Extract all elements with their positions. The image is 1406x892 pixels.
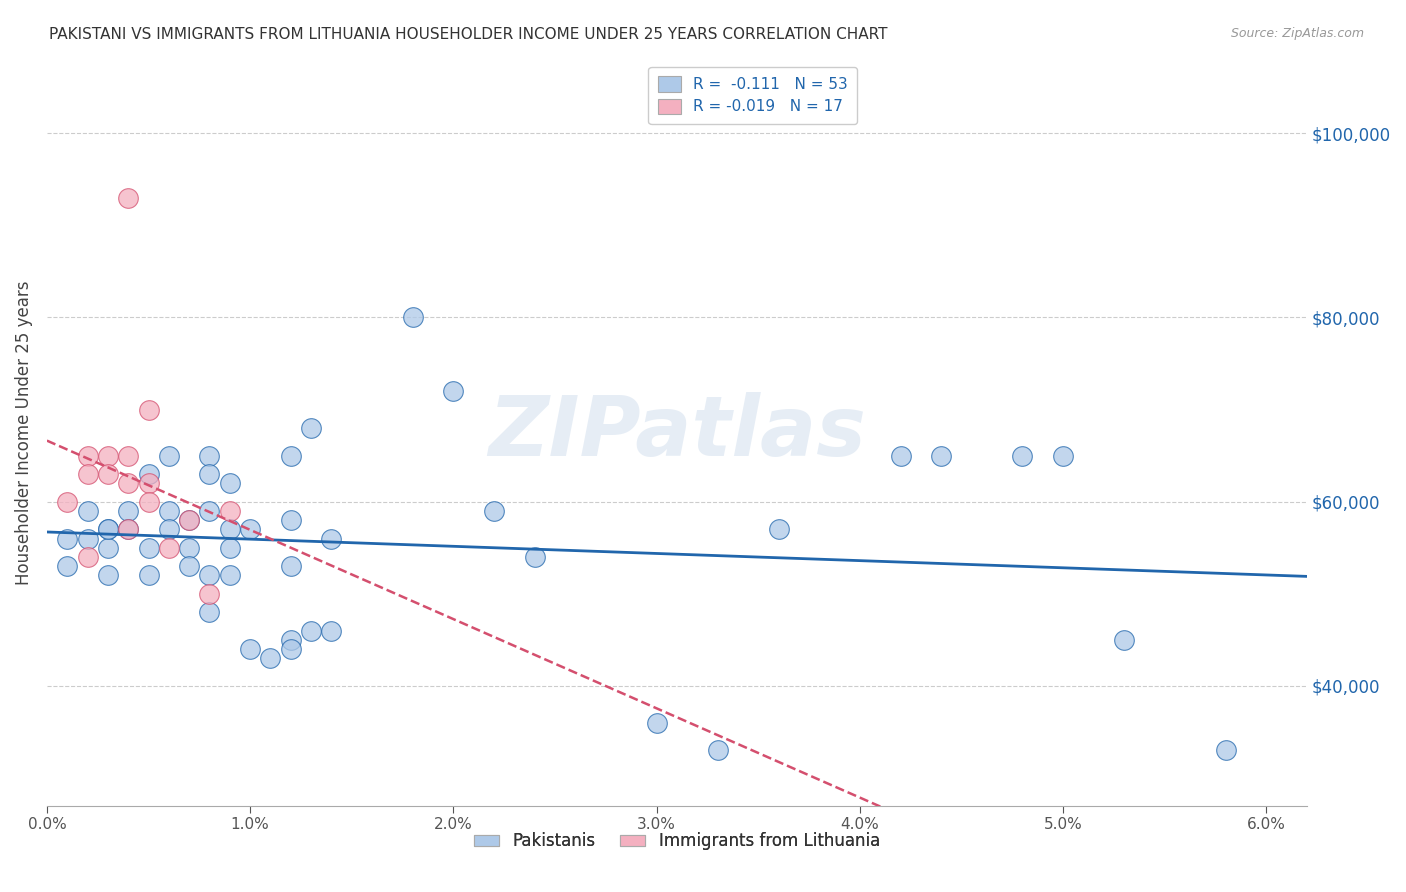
Text: Source: ZipAtlas.com: Source: ZipAtlas.com (1230, 27, 1364, 40)
Point (280, 559, 302, 574)
Point (402, 310, 425, 325)
Point (138, 541, 160, 555)
Point (97, 522, 120, 536)
Point (706, 743, 728, 757)
Text: ZIPatlas: ZIPatlas (488, 392, 866, 473)
Point (157, 504, 180, 518)
Legend: Pakistanis, Immigrants from Lithuania: Pakistanis, Immigrants from Lithuania (467, 826, 887, 857)
Point (768, 522, 790, 536)
Point (299, 421, 322, 435)
Point (280, 449, 302, 463)
Point (321, 624, 343, 638)
Point (76, 504, 98, 518)
Point (56, 494, 79, 508)
Point (280, 632, 302, 647)
Point (280, 642, 302, 657)
Point (179, 559, 201, 574)
Point (645, 715, 668, 730)
Point (198, 605, 221, 619)
Point (1112, 632, 1135, 647)
Point (1011, 449, 1033, 463)
Point (179, 513, 201, 527)
Point (523, 549, 546, 564)
Point (97, 522, 120, 536)
Point (218, 476, 240, 491)
Y-axis label: Householder Income Under 25 years: Householder Income Under 25 years (15, 280, 32, 585)
Point (117, 504, 139, 518)
Point (97, 467, 120, 481)
Point (138, 568, 160, 582)
Point (198, 568, 221, 582)
Point (218, 541, 240, 555)
Point (97, 449, 120, 463)
Point (76, 532, 98, 546)
Point (218, 568, 240, 582)
Point (198, 467, 221, 481)
Point (239, 642, 262, 657)
Point (179, 541, 201, 555)
Point (76, 549, 98, 564)
Point (138, 476, 160, 491)
Point (157, 541, 180, 555)
Point (117, 522, 139, 536)
Point (929, 449, 952, 463)
Point (1052, 449, 1074, 463)
Point (259, 651, 281, 665)
Point (482, 504, 505, 518)
Point (97, 541, 120, 555)
Point (321, 532, 343, 546)
Point (117, 522, 139, 536)
Point (218, 522, 240, 536)
Point (117, 476, 139, 491)
Point (157, 522, 180, 536)
Point (198, 504, 221, 518)
Point (157, 449, 180, 463)
Point (218, 504, 240, 518)
Point (117, 449, 139, 463)
Text: PAKISTANI VS IMMIGRANTS FROM LITHUANIA HOUSEHOLDER INCOME UNDER 25 YEARS CORRELA: PAKISTANI VS IMMIGRANTS FROM LITHUANIA H… (49, 27, 887, 42)
Point (239, 522, 262, 536)
Point (179, 513, 201, 527)
Point (198, 449, 221, 463)
Point (198, 587, 221, 601)
Point (76, 449, 98, 463)
Point (138, 467, 160, 481)
Point (117, 191, 139, 205)
Point (889, 449, 911, 463)
Point (441, 384, 464, 399)
Point (280, 513, 302, 527)
Point (56, 559, 79, 574)
Point (138, 494, 160, 508)
Point (1215, 743, 1237, 757)
Point (56, 532, 79, 546)
Point (299, 624, 322, 638)
Point (138, 402, 160, 417)
Point (76, 467, 98, 481)
Point (97, 568, 120, 582)
